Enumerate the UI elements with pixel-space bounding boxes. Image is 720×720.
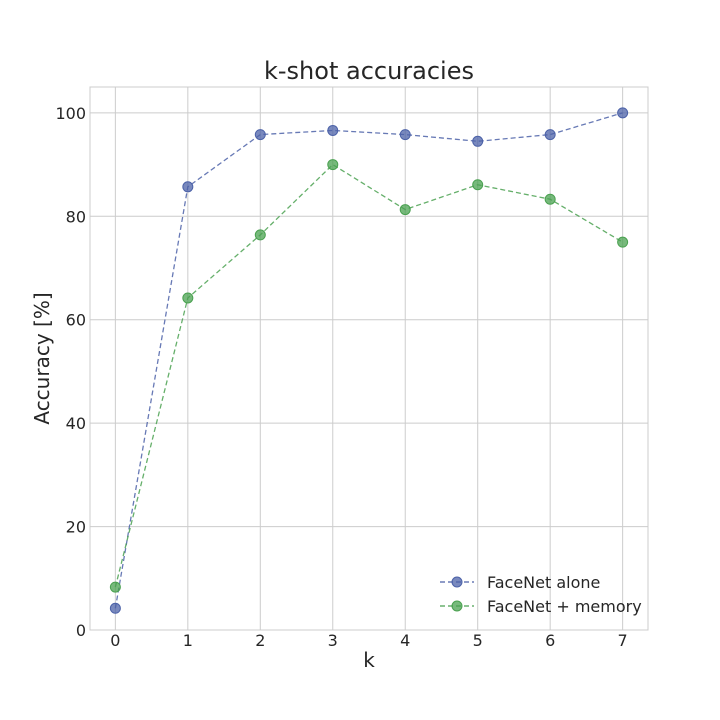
y-tick-label: 60 — [66, 311, 86, 330]
legend-label: FaceNet + memory — [487, 597, 642, 616]
y-tick-label: 100 — [55, 104, 86, 123]
data-point — [617, 236, 629, 248]
y-tick-label: 20 — [66, 518, 86, 537]
plot-area-frame — [89, 86, 649, 631]
data-point — [544, 129, 556, 141]
x-tick-label: 0 — [110, 631, 120, 650]
data-point — [182, 181, 194, 193]
data-point — [254, 129, 266, 141]
data-point — [109, 581, 121, 593]
legend: FaceNet alone FaceNet + memory — [440, 573, 642, 616]
series-2 — [109, 159, 629, 593]
y-tick-label: 0 — [76, 621, 86, 640]
x-tick-label: 2 — [255, 631, 265, 650]
x-tick-label: 4 — [400, 631, 410, 650]
y-tick-label: 40 — [66, 414, 86, 433]
data-point — [472, 179, 484, 191]
y-axis-label: Accuracy [%] — [30, 292, 54, 424]
x-tick-label: 5 — [473, 631, 483, 650]
x-tick-label: 6 — [545, 631, 555, 650]
legend-label: FaceNet alone — [487, 573, 600, 592]
x-tick-label: 7 — [618, 631, 628, 650]
data-point — [399, 204, 411, 216]
x-axis-label: k — [363, 648, 375, 672]
data-point — [109, 602, 121, 614]
x-tick-label: 3 — [328, 631, 338, 650]
legend-item: FaceNet + memory — [440, 597, 642, 616]
chart-title: k-shot accuracies — [264, 57, 474, 85]
series-line — [114, 112, 623, 609]
data-point — [544, 193, 556, 205]
series-1 — [109, 107, 629, 614]
data-point — [327, 124, 339, 136]
legend-item: FaceNet alone — [440, 573, 600, 592]
data-point — [254, 229, 266, 241]
series-layer — [109, 107, 629, 614]
data-point — [399, 129, 411, 141]
x-tick-label: 1 — [183, 631, 193, 650]
tick-labels: 0 1 2 3 4 5 6 7 0 20 40 60 80 100 — [55, 104, 627, 650]
legend-marker — [451, 600, 463, 612]
data-point — [472, 135, 484, 147]
legend-marker — [451, 576, 463, 588]
data-point — [182, 292, 194, 304]
series-line — [114, 163, 623, 588]
data-point — [327, 159, 339, 171]
data-point — [617, 107, 629, 119]
y-tick-label: 80 — [66, 207, 86, 226]
